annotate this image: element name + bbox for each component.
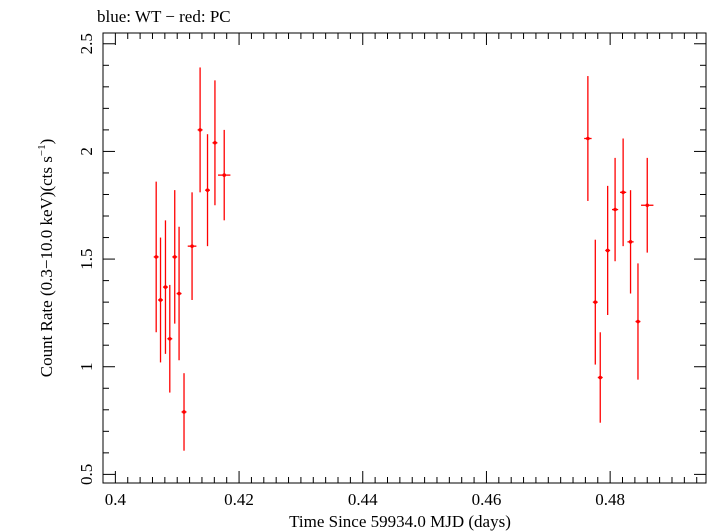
data-marker: [628, 240, 633, 244]
data-point: [162, 220, 168, 354]
data-point: [605, 185, 611, 316]
data-point: [212, 80, 218, 206]
data-point: [181, 373, 187, 451]
x-axis-ticks: 0.4 0.42 0.44 0.46 0.48: [102, 33, 698, 509]
x-tick-label: 0.44: [348, 490, 378, 509]
data-points: [153, 67, 654, 451]
data-marker: [613, 207, 617, 212]
data-marker: [621, 190, 625, 195]
y-tick-label: 1: [77, 362, 96, 371]
data-marker: [154, 255, 158, 259]
data-marker: [645, 203, 650, 208]
y-tick-label: 2.5: [77, 33, 96, 54]
data-marker: [598, 375, 603, 380]
y-axis-label-main: Count Rate (0.3−10.0 keV)(cts s: [37, 156, 56, 377]
data-point: [641, 157, 654, 253]
x-tick-label: 0.4: [105, 490, 127, 509]
data-point: [167, 284, 173, 393]
data-point: [611, 157, 619, 262]
x-axis-label: Time Since 59934.0 MJD (days): [289, 512, 511, 531]
data-point: [158, 237, 163, 363]
plot-frame: [102, 32, 707, 484]
x-tick-label: 0.48: [595, 490, 625, 509]
data-marker: [163, 285, 168, 289]
data-point: [597, 332, 603, 423]
y-axis-ticks: 0.5 1 1.5 2 2.5: [77, 33, 706, 485]
data-point: [218, 129, 231, 221]
data-marker: [182, 410, 186, 414]
data-point: [592, 239, 598, 365]
data-marker: [177, 291, 181, 296]
data-point: [627, 190, 634, 294]
data-point: [635, 263, 641, 380]
data-marker: [213, 141, 217, 145]
data-point: [205, 134, 210, 247]
data-point: [197, 67, 203, 193]
y-axis-label: Count Rate (0.3−10.0 keV)(cts s−1): [36, 139, 56, 378]
data-marker: [586, 136, 590, 141]
chart-title: blue: WT − red: PC: [97, 7, 231, 26]
data-marker: [605, 248, 610, 253]
data-marker: [158, 298, 163, 302]
data-marker: [636, 319, 640, 324]
data-point: [176, 226, 182, 361]
data-marker: [198, 128, 202, 132]
y-axis-label-end: ): [37, 139, 56, 145]
data-point: [620, 138, 627, 247]
data-point: [153, 181, 159, 333]
data-marker: [593, 300, 598, 304]
data-marker: [172, 255, 177, 259]
x-tick-label: 0.46: [472, 490, 502, 509]
x-tick-label: 0.42: [224, 490, 254, 509]
y-axis-label-sup: −1: [36, 144, 48, 156]
data-marker: [222, 173, 227, 177]
data-point: [584, 76, 592, 201]
y-tick-label: 1.5: [77, 248, 96, 269]
y-tick-label: 2: [77, 147, 96, 156]
data-marker: [167, 336, 172, 341]
data-point: [172, 190, 178, 324]
y-tick-label: 0.5: [77, 464, 96, 485]
data-marker: [190, 244, 194, 248]
data-point: [187, 192, 197, 300]
data-marker: [205, 188, 210, 192]
